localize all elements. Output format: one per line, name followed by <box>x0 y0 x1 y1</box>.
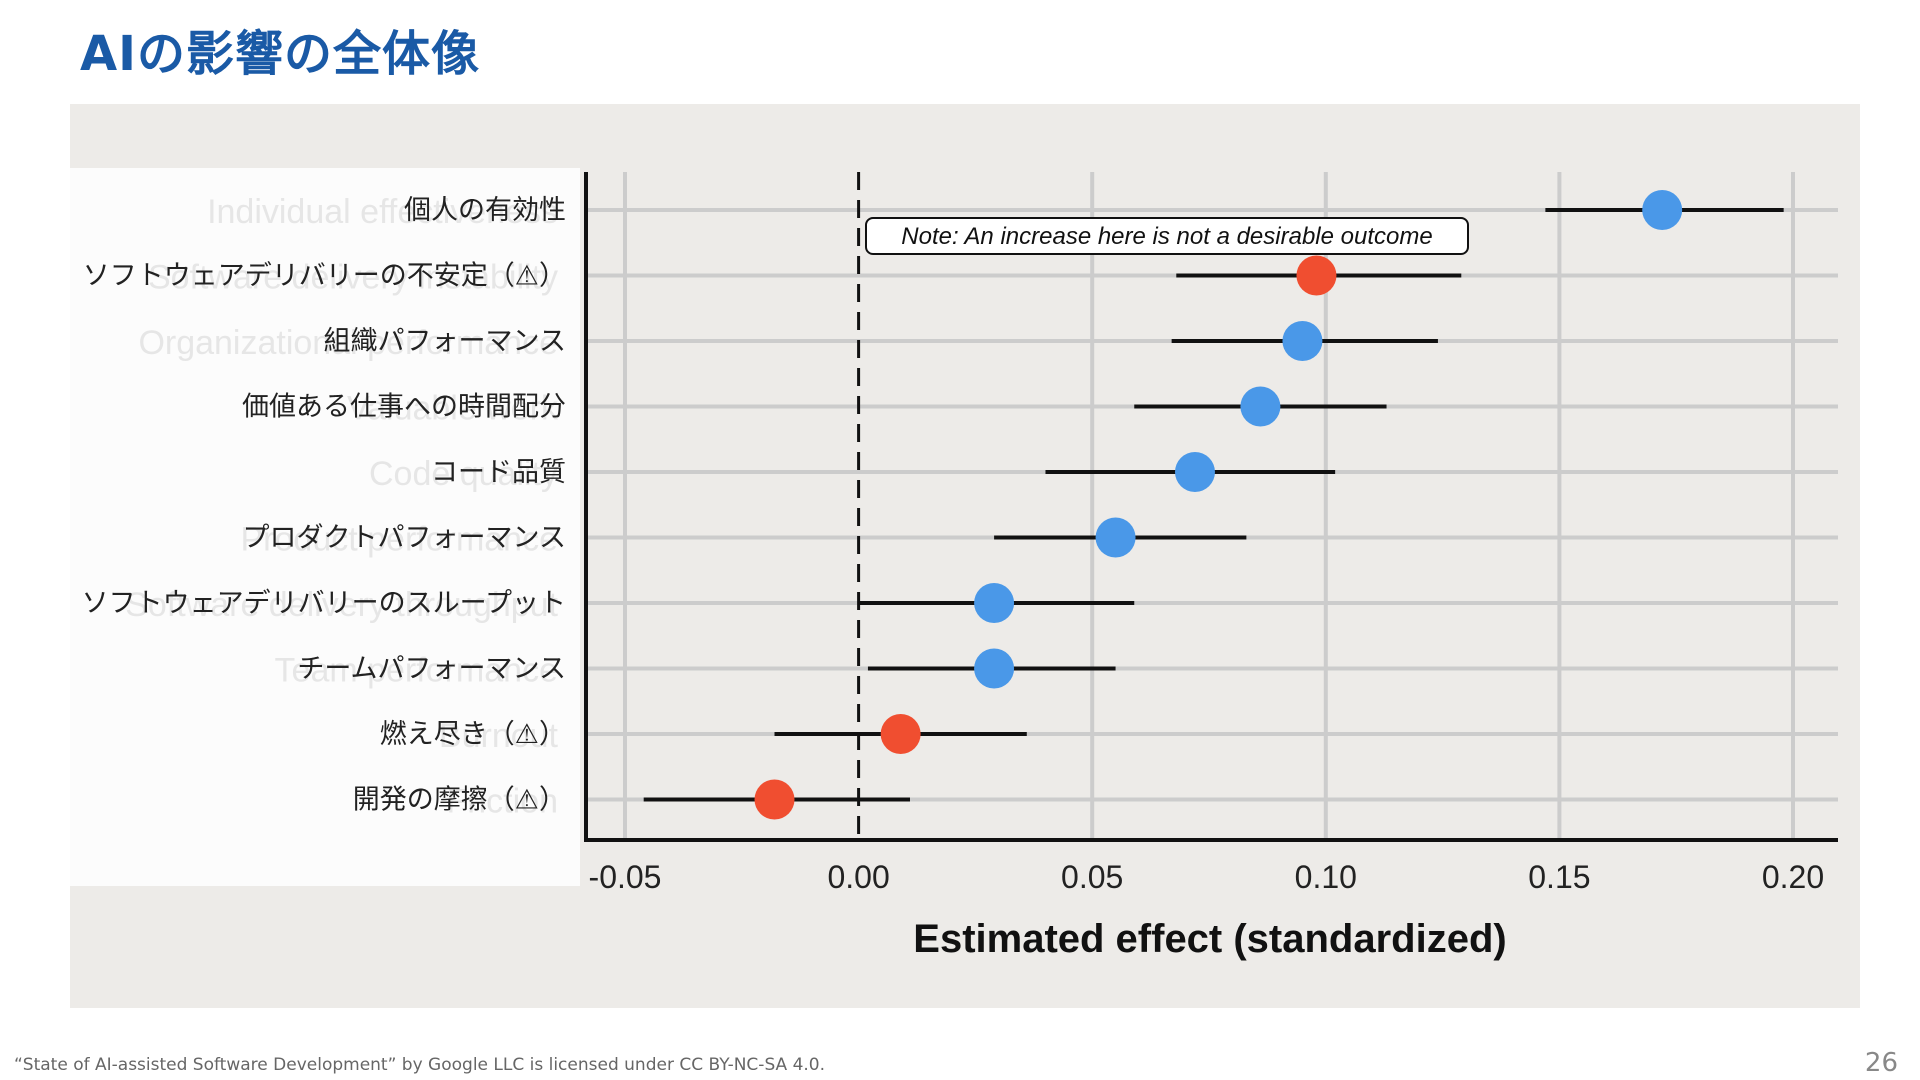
estimate-point <box>754 779 795 820</box>
x-axis-label: Estimated effect (standardized) <box>913 917 1506 961</box>
estimate-point <box>880 714 921 754</box>
estimate-point <box>974 583 1015 623</box>
row-label: 個人の有効性 <box>404 195 566 226</box>
row-label-english: Friction <box>447 783 558 821</box>
row-label-english: Valuable work <box>347 390 559 428</box>
row-label: 価値ある仕事への時間配分 <box>242 392 566 423</box>
page-number: 26 <box>1864 1048 1898 1078</box>
row-label: チームパフォーマンス <box>297 654 566 685</box>
x-tick-label: 0.20 <box>1762 859 1824 895</box>
estimate-point <box>1296 255 1337 296</box>
row-label-english: Burnout <box>439 717 559 755</box>
row-label-english: Software delivery throughput <box>125 586 558 624</box>
row-label: 組織パフォーマンス <box>324 326 566 357</box>
row-label-english: Software delivery instability <box>148 259 558 297</box>
x-tick-label: 0.05 <box>1061 859 1123 895</box>
row-label: 開発の摩擦（⚠） <box>353 785 566 816</box>
estimate-point <box>1240 386 1281 427</box>
estimate-point <box>1642 190 1683 230</box>
row-label: ソフトウェアデリバリーの不安定（⚠） <box>83 261 566 292</box>
slide-title: AIの影響の全体像 <box>80 26 481 82</box>
annotation-frame <box>865 217 1469 255</box>
label-panel <box>70 168 580 886</box>
annotation-text: Note: An increase here is not a desirabl… <box>901 223 1432 250</box>
row-label-english: Code quality <box>369 455 558 493</box>
axis-layer: -0.05 0.00 0.05 0.10 0.15 0.20 <box>584 172 1838 895</box>
x-tick-label: -0.05 <box>589 859 662 895</box>
estimate-point <box>1095 517 1136 558</box>
x-tick-label: 0.00 <box>827 859 889 895</box>
row-label: ソフトウェアデリバリーのスループット <box>82 588 566 619</box>
row-label-english: Individual effectiveness <box>207 193 558 231</box>
annotation-box: Note: An increase here is not a desirabl… <box>865 217 1469 255</box>
x-tick-label: 0.15 <box>1528 859 1590 895</box>
estimate-point <box>1174 452 1215 492</box>
estimate-point <box>1282 321 1323 361</box>
row-label-english: Team performance <box>275 652 558 690</box>
row-label: プロダクトパフォーマンス <box>243 523 566 554</box>
row-label-english: Product performance <box>241 521 559 559</box>
row-label: 燃え尽き（⚠） <box>380 719 566 750</box>
row-label-english: Organizational performance <box>138 324 558 362</box>
row-label: コード品質 <box>431 457 566 488</box>
x-tick-label: 0.10 <box>1295 859 1357 895</box>
estimate-point <box>974 648 1015 689</box>
license-footer: “State of AI-assisted Software Developme… <box>14 1055 826 1075</box>
